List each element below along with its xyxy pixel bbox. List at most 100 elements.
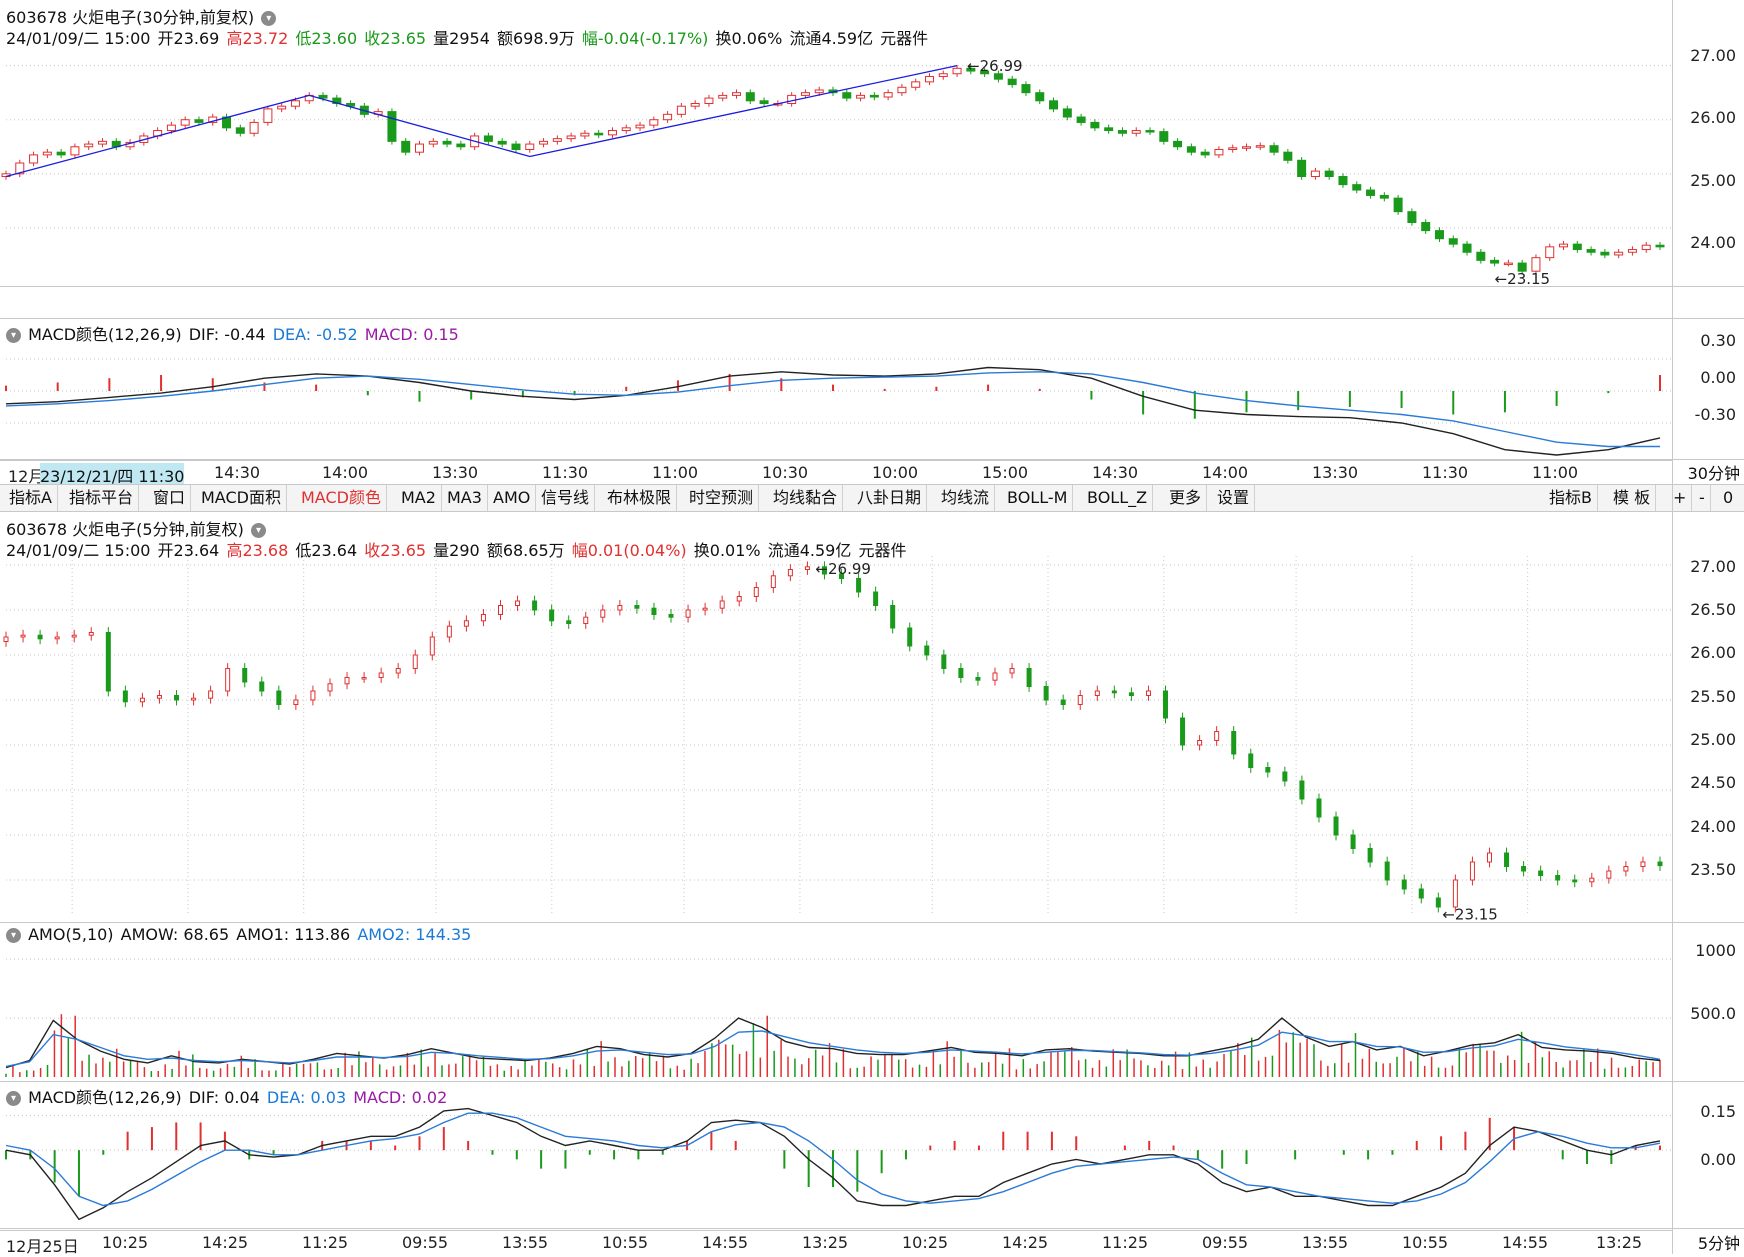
toolbar-item[interactable]: 指标B bbox=[1544, 485, 1598, 511]
toolbar-item[interactable]: 模 板 bbox=[1608, 485, 1657, 511]
candle-body bbox=[344, 677, 350, 685]
toolbar-item[interactable]: 均线黏合 bbox=[768, 485, 844, 511]
amo2-line bbox=[5, 1030, 1661, 1068]
candle-body bbox=[429, 636, 435, 656]
chevron-down-icon[interactable]: ▾ bbox=[6, 328, 21, 343]
candle-body bbox=[310, 690, 316, 701]
zoom-in-button[interactable]: + bbox=[1668, 485, 1693, 511]
candle-body bbox=[702, 607, 708, 611]
toolbar-item[interactable]: 指标A bbox=[4, 485, 58, 511]
candle-body bbox=[1269, 145, 1279, 153]
dif-line bbox=[5, 1107, 1661, 1221]
amo-pane[interactable]: ▾ AMO(5,10) AMOW: 68.65 AMO1: 113.86 AMO… bbox=[0, 923, 1744, 1082]
toolbar-item[interactable]: 窗口 bbox=[148, 485, 192, 511]
toolbar-item[interactable]: MA3 bbox=[442, 485, 488, 511]
kline-5min-chart[interactable]: ←26.99 ←23.15 bbox=[0, 512, 1744, 922]
kline-5min-title: 603678 火炬电子(5分钟,前复权) bbox=[6, 520, 244, 539]
toolbar-item[interactable]: BOLL-M bbox=[1002, 485, 1074, 511]
macd-5min-chart[interactable] bbox=[0, 1082, 1744, 1228]
candle-body bbox=[580, 132, 590, 137]
chevron-down-icon[interactable]: ▾ bbox=[251, 523, 267, 538]
candle-body bbox=[327, 683, 333, 692]
reset-button[interactable]: 0 bbox=[1723, 488, 1734, 507]
time-label: 10:25 bbox=[102, 1233, 149, 1252]
chevron-down-icon[interactable]: ▾ bbox=[6, 928, 21, 943]
candle-body bbox=[515, 600, 521, 606]
candle-body bbox=[980, 70, 990, 75]
candle-body bbox=[293, 699, 299, 705]
candle-body bbox=[938, 73, 948, 77]
candle-body bbox=[753, 587, 759, 597]
toolbar-item[interactable]: AMO bbox=[488, 485, 537, 511]
candle-body bbox=[873, 591, 879, 606]
candle-body bbox=[594, 132, 604, 136]
period-5min[interactable]: 5分钟 bbox=[1697, 1234, 1740, 1253]
time-label: 14:55 bbox=[1502, 1233, 1549, 1252]
kline-30min-quote: 24/01/09/二 15:00 开23.69 高23.72 低23.60 收2… bbox=[6, 25, 930, 49]
amo-chart[interactable] bbox=[0, 923, 1744, 1081]
candle-body bbox=[1503, 262, 1513, 266]
candle-body bbox=[814, 89, 824, 94]
macd-5min-pane[interactable]: ▾ MACD颜色(12,26,9) DIF: 0.04 DEA: 0.03 MA… bbox=[0, 1082, 1744, 1229]
candle-body bbox=[1614, 251, 1624, 256]
candle-body bbox=[1538, 870, 1544, 876]
candle-body bbox=[1186, 146, 1196, 153]
candle-body bbox=[1338, 176, 1348, 186]
toolbar-item[interactable]: BOLL_Z bbox=[1082, 485, 1154, 511]
candle-body bbox=[787, 94, 797, 104]
time-label: 13:30 bbox=[1312, 463, 1359, 482]
toolbar-item[interactable]: 更多 bbox=[1164, 485, 1208, 511]
kline-30min-pane[interactable]: 603678 火炬电子(30分钟,前复权) ▾ 24/01/09/二 15:00… bbox=[0, 0, 1744, 287]
toolbar-item[interactable]: 信号线 bbox=[536, 485, 596, 511]
toolbar-item[interactable]: 布林极限 bbox=[602, 485, 678, 511]
macd-30min-header: ▾ MACD颜色(12,26,9) DIF: -0.44 DEA: -0.52 … bbox=[6, 321, 461, 345]
macd-30min-chart[interactable] bbox=[0, 319, 1744, 459]
candle-body bbox=[1173, 140, 1183, 148]
time-label: 14:00 bbox=[322, 463, 369, 482]
zoom-out-button[interactable]: - bbox=[1694, 485, 1711, 511]
high-mark-label: ←26.99 bbox=[815, 560, 871, 578]
candle-body bbox=[1490, 259, 1500, 264]
toolbar-item[interactable]: 时空预测 bbox=[684, 485, 760, 511]
high-mark-label: ←26.99 bbox=[967, 57, 1023, 75]
period-30min[interactable]: 30分钟 bbox=[1687, 464, 1740, 483]
candle-body bbox=[1657, 861, 1663, 867]
toolbar-item[interactable]: 设置 bbox=[1212, 485, 1256, 511]
candle-body bbox=[29, 154, 39, 164]
time-label: 13:55 bbox=[502, 1233, 549, 1252]
quote-amount: 额698.9万 bbox=[497, 29, 575, 48]
quote-low: 低23.60 bbox=[295, 29, 358, 48]
dea-line bbox=[5, 1112, 1661, 1207]
candle-body bbox=[600, 609, 606, 618]
time-label: 14:25 bbox=[1002, 1233, 1049, 1252]
candle-body bbox=[685, 609, 691, 618]
ytick-macd-2: -0.30 bbox=[1694, 405, 1736, 424]
toolbar-item[interactable]: 八卦日期 bbox=[852, 485, 928, 511]
candle-body bbox=[1469, 861, 1475, 881]
candle-body bbox=[84, 143, 94, 148]
candle-body bbox=[1265, 767, 1271, 773]
candle-body bbox=[732, 92, 742, 96]
candle-body bbox=[1531, 257, 1541, 272]
candle-body bbox=[1104, 127, 1114, 132]
candle-body bbox=[718, 94, 728, 99]
candle-body bbox=[361, 677, 367, 680]
candle-body bbox=[1517, 262, 1527, 272]
chevron-down-icon[interactable]: ▾ bbox=[261, 11, 277, 26]
toolbar-item[interactable]: MA2 bbox=[396, 485, 442, 511]
macd-30min-pane[interactable]: ▾ MACD颜色(12,26,9) DIF: -0.44 DEA: -0.52 … bbox=[0, 318, 1744, 460]
macd-dea: DEA: -0.52 bbox=[272, 325, 358, 344]
toolbar-item[interactable]: MACD面积 bbox=[196, 485, 287, 511]
candle-body bbox=[1060, 699, 1066, 705]
candle-body bbox=[1299, 780, 1305, 800]
toolbar-item[interactable]: 指标平台 bbox=[64, 485, 140, 511]
toolbar-item[interactable]: 均线流 bbox=[936, 485, 996, 511]
chevron-down-icon[interactable]: ▾ bbox=[6, 1091, 21, 1106]
kline-30min-chart[interactable]: ←26.99 ←23.15 bbox=[0, 0, 1744, 286]
macd-value: MACD: 0.02 bbox=[353, 1088, 448, 1107]
kline-5min-pane[interactable]: 603678 火炬电子(5分钟,前复权) ▾ 24/01/09/二 15:00 … bbox=[0, 512, 1744, 923]
macd-title: MACD颜色(12,26,9) bbox=[28, 1088, 182, 1107]
toolbar-item-active[interactable]: MACD颜色 bbox=[296, 485, 387, 511]
candle-body bbox=[1297, 159, 1307, 178]
time-label: 11:00 bbox=[1532, 463, 1579, 482]
